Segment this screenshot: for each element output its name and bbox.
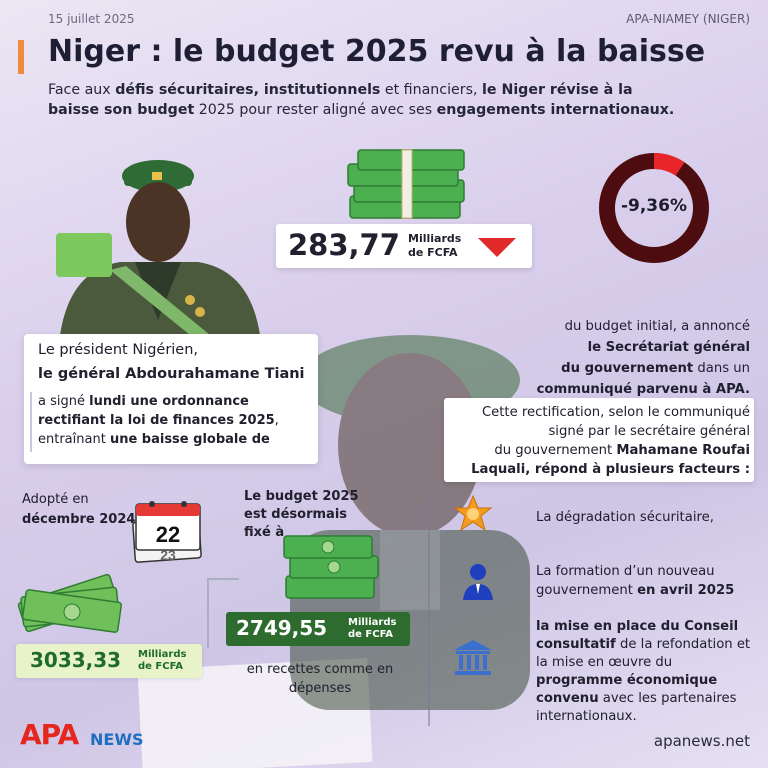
page-title: Niger : le budget 2025 revu à la baisse (48, 34, 706, 69)
initial-budget-unit: Milliards de FCFA (138, 649, 187, 672)
government-building-icon (454, 640, 492, 675)
title-accent-bar (18, 40, 24, 74)
connector-line (207, 578, 239, 580)
new-budget-amount: 2749,55 (236, 616, 328, 640)
president-intro: Le président Nigérien, (38, 342, 199, 358)
president-name: le général Abdourahamane Tiani (38, 366, 305, 382)
initial-budget-box: 3033,33 Milliards de FCFA (16, 644, 202, 678)
rectification-card (444, 398, 754, 482)
publish-date: 15 juillet 2025 (48, 12, 135, 26)
down-arrow-icon (478, 238, 516, 257)
adopted-text: Adopté en décembre 2024 à (22, 492, 149, 527)
sheriff-star-icon (453, 494, 493, 532)
reduction-amount: 283,77 (288, 228, 400, 262)
reduction-unit: Milliards de FCFA (408, 232, 462, 259)
logo-apa: APA (20, 718, 79, 751)
factor-council: la mise en place du Conseil consultatif … (536, 619, 751, 724)
money-stack-small-icon (283, 535, 379, 599)
president-card (24, 334, 318, 464)
president-portrait (60, 160, 260, 335)
money-stack-icon (347, 149, 465, 219)
factor-security: La dégradation sécuritaire, (536, 510, 714, 525)
intro-paragraph: Face aux défis sécuritaires, institution… (48, 82, 675, 118)
factor-government: La formation d’un nouveau gouvernement e… (536, 564, 735, 598)
money-fan-icon (17, 573, 122, 633)
announce-text: du budget initial, a annoncé le Secrétar… (536, 319, 750, 397)
calendar-icon: 22 23 (132, 501, 202, 563)
logo-news: NEWS (90, 730, 144, 749)
new-budget-unit: Milliards de FCFA (348, 617, 397, 640)
connector-line (207, 578, 209, 648)
section-divider (428, 490, 430, 726)
calendar-day-next: 23 (160, 547, 176, 563)
percent-donut (599, 153, 709, 263)
president-action: a signé lundi une ordonnance rectifiant … (38, 394, 279, 447)
new-budget-text: Le budget 2025 est désormais fixé à (244, 489, 359, 540)
flag-square (56, 233, 112, 277)
recettes-text: en recettes comme en dépenses (246, 662, 394, 696)
website-link[interactable]: apanews.net (653, 732, 750, 750)
person-icon (463, 564, 493, 600)
dateline-source: APA-NIAMEY (NIGER) (626, 12, 750, 26)
initial-budget-amount: 3033,33 (30, 648, 122, 672)
percent-label: -9,36% (620, 196, 688, 216)
rectification-text: Cette rectification, selon le communiqué… (471, 405, 750, 477)
quote-line (30, 392, 32, 452)
new-budget-box: 2749,55 Milliards de FCFA (226, 612, 410, 646)
calendar-day: 22 (156, 522, 180, 547)
reduction-amount-box: 283,77 Milliards de FCFA (276, 224, 532, 268)
